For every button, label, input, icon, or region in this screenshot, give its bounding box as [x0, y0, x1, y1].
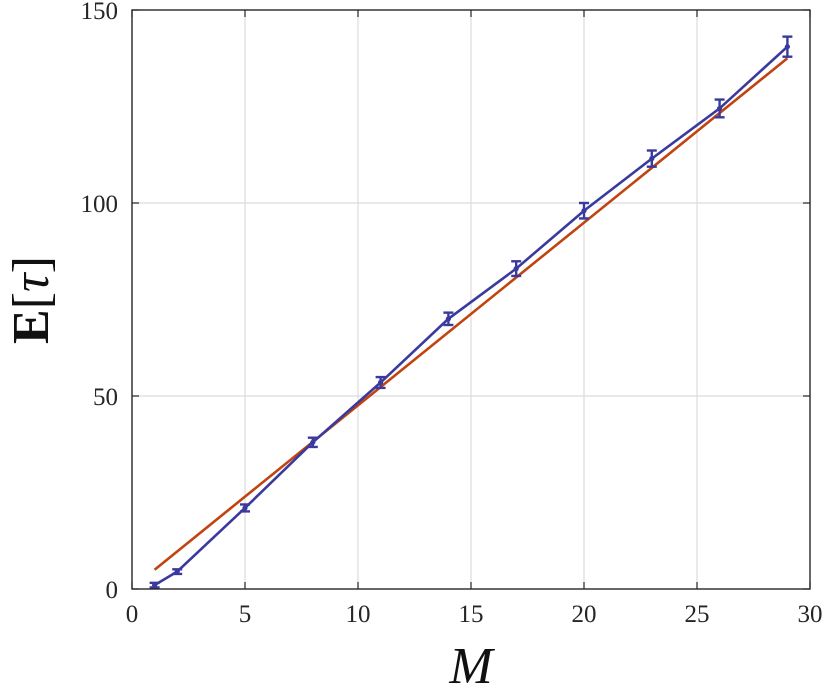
data-point	[581, 208, 587, 214]
error-bar	[443, 311, 454, 327]
data-point	[152, 582, 158, 588]
data-point	[174, 569, 180, 575]
data-point	[242, 505, 248, 511]
x-tick-label: 5	[239, 601, 252, 628]
data-point	[649, 156, 655, 162]
y-axis-label-open-bracket: [	[3, 292, 60, 309]
y-tick-label: 100	[81, 191, 119, 218]
error-bar	[579, 201, 589, 220]
data-point	[784, 44, 791, 50]
x-tick-label: 0	[126, 601, 139, 628]
y-tick-label: 150	[81, 0, 119, 25]
y-axis-label-close-bracket: ]	[3, 256, 60, 273]
grid-lines	[132, 10, 810, 589]
y-axis-label-operator: E	[3, 309, 60, 344]
x-axis-label: M	[448, 638, 495, 689]
error-bar	[714, 98, 725, 119]
error-bar	[511, 260, 522, 278]
x-tick-label: 20	[572, 601, 597, 628]
error-bar	[375, 375, 386, 390]
data-point	[378, 379, 384, 386]
data-point	[445, 316, 451, 322]
error-bar	[782, 35, 793, 58]
error-bar	[172, 568, 183, 576]
error-bar	[307, 436, 318, 449]
data-point	[310, 439, 316, 445]
axis-ticks: 0 5 10 15 20 25 30 0 50 100 150	[81, 0, 823, 628]
series-layer	[149, 35, 793, 589]
error-bar	[646, 149, 657, 168]
data-point	[717, 105, 723, 112]
fit-line	[153, 57, 789, 571]
x-tick-label: 30	[798, 601, 823, 628]
y-tick-label: 0	[106, 577, 119, 604]
y-axis-label: E[τ]	[3, 256, 60, 344]
error-bar	[149, 581, 160, 589]
y-tick-label: 50	[93, 384, 118, 411]
error-bar	[240, 503, 250, 513]
x-tick-label: 15	[459, 601, 484, 628]
data-point	[513, 266, 519, 272]
x-tick-label: 10	[346, 601, 371, 628]
y-axis-label-variable: τ	[3, 271, 60, 292]
x-tick-label: 25	[685, 601, 710, 628]
